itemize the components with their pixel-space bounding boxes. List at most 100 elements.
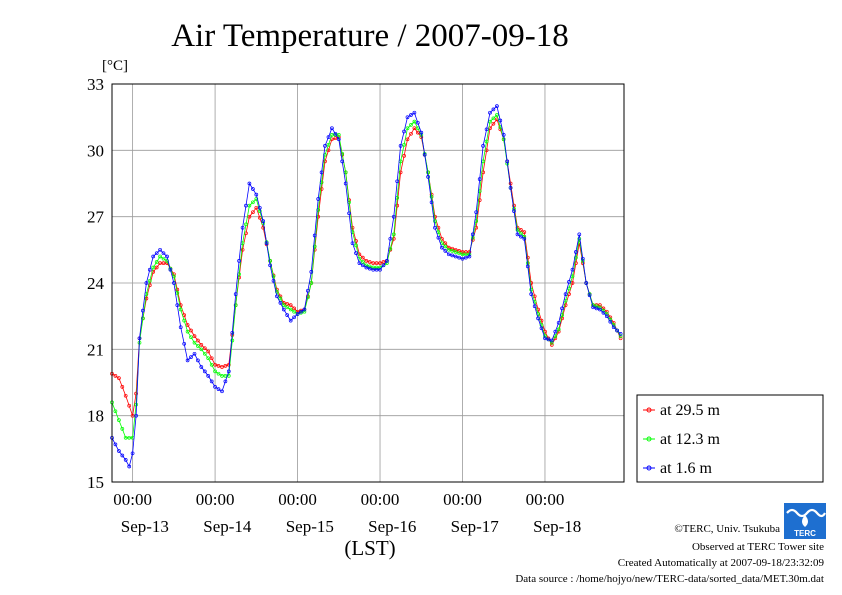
- data-point: [326, 148, 331, 153]
- data-point: [556, 327, 561, 332]
- data-point: [378, 261, 382, 265]
- data-point: [247, 181, 252, 186]
- x-tick-label: 00:00: [113, 490, 152, 509]
- data-point: [185, 329, 190, 334]
- data-point: [175, 303, 180, 307]
- series-line: [111, 105, 621, 468]
- data-point: [178, 325, 183, 330]
- data-point: [113, 409, 118, 414]
- data-point: [202, 351, 207, 356]
- data-point: [446, 245, 451, 250]
- data-point: [292, 309, 296, 314]
- site-text: Observed at TERC Tower site: [692, 541, 824, 553]
- data-point: [464, 255, 468, 260]
- data-point: [240, 225, 245, 230]
- data-point: [412, 126, 417, 131]
- data-point: [123, 458, 128, 462]
- data-point: [498, 118, 503, 123]
- data-point: [244, 203, 248, 208]
- data-point: [230, 338, 235, 343]
- legend-label: at 1.6 m: [660, 460, 713, 477]
- data-point: [326, 142, 331, 147]
- data-point: [474, 210, 479, 215]
- data-point: [288, 318, 293, 323]
- created-text: Created Automatically at 2007-09-18/23:3…: [618, 557, 825, 569]
- data-point: [522, 230, 527, 234]
- data-point: [158, 254, 162, 259]
- data-point: [567, 280, 571, 284]
- x-axis-title: (LST): [344, 536, 395, 560]
- data-point: [371, 267, 376, 272]
- data-point: [202, 369, 207, 374]
- data-point: [185, 358, 190, 363]
- data-point: [117, 418, 121, 422]
- data-point: [426, 175, 430, 179]
- x-tick-label: 00:00: [196, 490, 235, 509]
- legend-label: at 29.5 m: [660, 402, 721, 419]
- x-day-label: Sep-18: [533, 517, 581, 536]
- data-point: [333, 131, 338, 136]
- data-point: [374, 265, 379, 270]
- data-point: [209, 362, 214, 367]
- data-point: [326, 135, 331, 139]
- data-point: [185, 323, 190, 327]
- data-point: [604, 314, 609, 319]
- data-point: [261, 225, 266, 230]
- data-point: [199, 347, 204, 352]
- y-tick-label: 27: [87, 208, 105, 227]
- data-point: [618, 336, 623, 341]
- data-point: [350, 241, 355, 246]
- data-point: [364, 259, 369, 263]
- data-point: [549, 343, 554, 347]
- data-point: [158, 261, 162, 265]
- data-point: [563, 292, 568, 296]
- data-point: [398, 144, 403, 148]
- data-point: [367, 264, 372, 269]
- data-point: [151, 265, 156, 270]
- data-point: [247, 203, 252, 208]
- data-point: [446, 247, 451, 252]
- data-point: [147, 278, 152, 283]
- data-point: [415, 130, 420, 135]
- data-point: [127, 403, 132, 408]
- data-point: [543, 336, 547, 341]
- data-point: [519, 228, 523, 232]
- x-tick-label: 00:00: [526, 490, 565, 509]
- data-point: [360, 255, 365, 260]
- data-point: [192, 334, 197, 338]
- data-point: [601, 308, 606, 313]
- data-point: [281, 303, 286, 307]
- data-point: [367, 266, 372, 271]
- data-point: [182, 318, 187, 323]
- data-point: [574, 255, 578, 260]
- data-point: [484, 139, 489, 144]
- data-point: [598, 307, 602, 312]
- data-point: [412, 119, 417, 124]
- data-point: [336, 137, 341, 142]
- data-point: [213, 362, 217, 367]
- data-point: [123, 393, 128, 398]
- data-point: [433, 225, 437, 230]
- legend-marker: [646, 436, 652, 442]
- data-point: [395, 179, 400, 184]
- data-point: [206, 349, 211, 354]
- x-day-label: Sep-14: [203, 517, 252, 536]
- data-point: [278, 296, 283, 301]
- data-point: [405, 115, 410, 120]
- logo-wave: [786, 508, 826, 518]
- data-point: [165, 254, 169, 259]
- data-point: [601, 306, 606, 311]
- data-point: [594, 304, 599, 309]
- data-point: [340, 159, 345, 164]
- data-point: [488, 110, 492, 115]
- data-point: [127, 435, 132, 440]
- data-point: [618, 332, 623, 336]
- data-point: [446, 252, 451, 257]
- data-point: [178, 307, 183, 312]
- data-point: [560, 306, 564, 311]
- data-point: [261, 219, 266, 223]
- data-point: [477, 198, 482, 202]
- data-point: [134, 402, 138, 407]
- terc-logo: TERC: [784, 503, 826, 539]
- data-point: [271, 274, 276, 279]
